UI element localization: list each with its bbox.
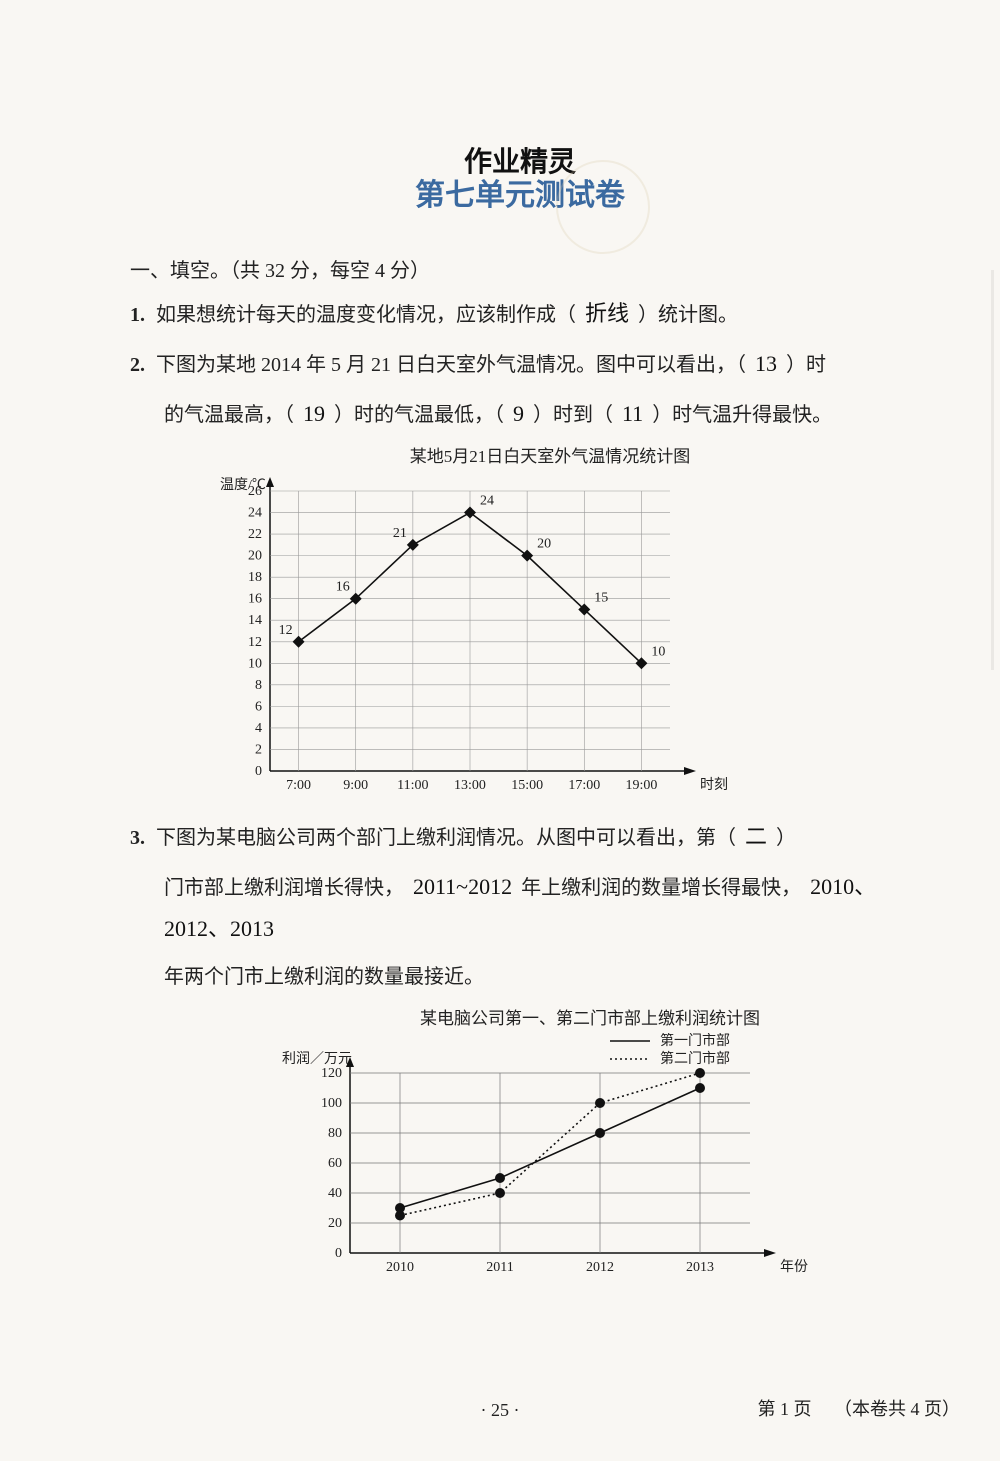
page: 作业精灵 第七单元测试卷 一、填空。（共 32 分，每空 4 分） 1. 如果想…: [0, 0, 1000, 1461]
svg-text:80: 80: [328, 1126, 342, 1141]
q2-l1-after: ）时: [786, 354, 826, 376]
question-3-line3: 年两个门市上缴利润的数量最接近。: [130, 958, 910, 996]
footer-right-b: （本卷共 4 页）: [834, 1399, 960, 1419]
svg-text:24: 24: [248, 506, 262, 521]
profit-chart: 第一门市部第二门市部 利润／万元 0 20 40 60 80 100 120 2010 2011 20…: [270, 1033, 830, 1293]
q1-answer: 折线: [581, 301, 633, 326]
footer-center: · 25 ·: [481, 1400, 520, 1420]
svg-text:13:00: 13:00: [454, 778, 486, 791]
svg-text:19:00: 19:00: [625, 778, 657, 791]
question-3-line2: 门市部上缴利润增长得快， 2011~2012 年上缴利润的数量增长得最快， 20…: [130, 866, 910, 950]
svg-text:8: 8: [255, 678, 262, 693]
footer-right-a: 第 1 页: [758, 1399, 812, 1419]
q3-number: 3.: [130, 827, 145, 849]
chart-2-title: 某电脑公司第一、第二门市部上缴利润统计图: [270, 1004, 910, 1029]
temperature-chart: 温度/℃024681012141618202224267:009:0011:00…: [190, 471, 750, 791]
chart-1-wrap: 某地5月21日白天室外气温情况统计图 温度/℃02468101214161820…: [190, 442, 910, 796]
svg-text:16: 16: [336, 580, 350, 595]
svg-text:2: 2: [255, 743, 262, 758]
svg-text:15:00: 15:00: [511, 778, 543, 791]
svg-text:10: 10: [248, 657, 262, 672]
svg-text:12: 12: [248, 635, 262, 650]
svg-text:第一门市部: 第一门市部: [660, 1033, 730, 1049]
q1-text-before: 如果想统计每天的温度变化情况，应该制作成（: [156, 304, 576, 326]
question-3: 3. 下图为某电脑公司两个部门上缴利润情况。从图中可以看出，第（ 二 ）: [130, 816, 910, 858]
svg-text:4: 4: [255, 721, 262, 736]
q2-l2-c: ）时到（: [533, 404, 613, 426]
q2-ans2: 19: [299, 401, 329, 426]
svg-text:100: 100: [321, 1096, 342, 1111]
q1-text-after: ）统计图。: [638, 304, 738, 326]
svg-text:20: 20: [328, 1216, 342, 1231]
svg-text:9:00: 9:00: [343, 778, 368, 791]
page-footer: · 25 · 第 1 页 （本卷共 4 页）: [0, 1400, 1000, 1421]
q3-l2-a: 门市部上缴利润增长得快，: [164, 877, 404, 899]
chart-1-title: 某地5月21日白天室外气温情况统计图: [190, 442, 910, 467]
svg-text:26: 26: [248, 484, 262, 499]
svg-text:11:00: 11:00: [397, 778, 428, 791]
question-2: 2. 下图为某地 2014 年 5 月 21 日白天室外气温情况。图中可以看出，…: [130, 343, 910, 385]
section-heading: 一、填空。（共 32 分，每空 4 分）: [130, 254, 910, 283]
q3-l1-a: 下图为某电脑公司两个部门上缴利润情况。从图中可以看出，第（: [156, 827, 736, 849]
svg-text:18: 18: [248, 571, 262, 586]
svg-text:时刻: 时刻: [700, 777, 728, 791]
svg-text:年份: 年份: [780, 1259, 808, 1275]
footer-right: 第 1 页 （本卷共 4 页）: [758, 1395, 961, 1421]
svg-text:24: 24: [480, 494, 494, 509]
svg-text:7:00: 7:00: [286, 778, 311, 791]
q2-l2-d: ）时气温升得最快。: [652, 404, 832, 426]
scan-edge: [991, 270, 994, 670]
q2-number: 2.: [130, 354, 145, 376]
q1-number: 1.: [130, 304, 145, 326]
svg-text:120: 120: [321, 1066, 342, 1081]
svg-text:15: 15: [594, 591, 608, 606]
overlay-handwriting: 作业精灵: [464, 140, 576, 180]
svg-text:20: 20: [248, 549, 262, 564]
svg-text:2010: 2010: [386, 1260, 414, 1275]
svg-text:6: 6: [255, 700, 262, 715]
q3-l2-b: 年上缴利润的数量增长得最快，: [521, 877, 801, 899]
svg-text:20: 20: [537, 537, 551, 552]
chart-2-wrap: 某电脑公司第一、第二门市部上缴利润统计图 第一门市部第二门市部 利润／万元 0 20 4…: [270, 1004, 910, 1298]
svg-text:2012: 2012: [586, 1260, 614, 1275]
question-1: 1. 如果想统计每天的温度变化情况，应该制作成（ 折线 ）统计图。: [130, 293, 910, 335]
q2-l2-b: ）时的气温最低，（: [334, 404, 504, 426]
unit-title: 作业精灵 第七单元测试卷: [130, 170, 910, 214]
q3-l1-b: ）: [776, 827, 796, 849]
q3-ans2: 2011~2012: [409, 874, 516, 899]
svg-text:40: 40: [328, 1186, 342, 1201]
q2-ans1: 13: [751, 351, 781, 376]
svg-text:10: 10: [651, 645, 665, 660]
svg-text:0: 0: [255, 764, 262, 779]
svg-text:2011: 2011: [486, 1260, 513, 1275]
svg-text:第二门市部: 第二门市部: [660, 1050, 730, 1067]
svg-text:17:00: 17:00: [568, 778, 600, 791]
q2-ans3: 9: [509, 401, 528, 426]
svg-text:利润／万元: 利润／万元: [282, 1051, 352, 1067]
q2-ans4: 11: [618, 401, 647, 426]
svg-text:12: 12: [279, 623, 293, 638]
svg-text:21: 21: [393, 526, 407, 541]
svg-text:60: 60: [328, 1156, 342, 1171]
svg-text:2013: 2013: [686, 1260, 714, 1275]
svg-text:14: 14: [248, 614, 262, 629]
svg-text:22: 22: [248, 527, 262, 542]
question-2-line2: 的气温最高，（ 19 ）时的气温最低，（ 9 ）时到（ 11 ）时气温升得最快。: [130, 393, 910, 435]
svg-text:0: 0: [335, 1246, 342, 1261]
q3-ans1: 二: [741, 824, 771, 849]
svg-text:16: 16: [248, 592, 262, 607]
q2-l1-before: 下图为某地 2014 年 5 月 21 日白天室外气温情况。图中可以看出，（: [156, 354, 746, 376]
q2-l2-a: 的气温最高，（: [164, 404, 294, 426]
